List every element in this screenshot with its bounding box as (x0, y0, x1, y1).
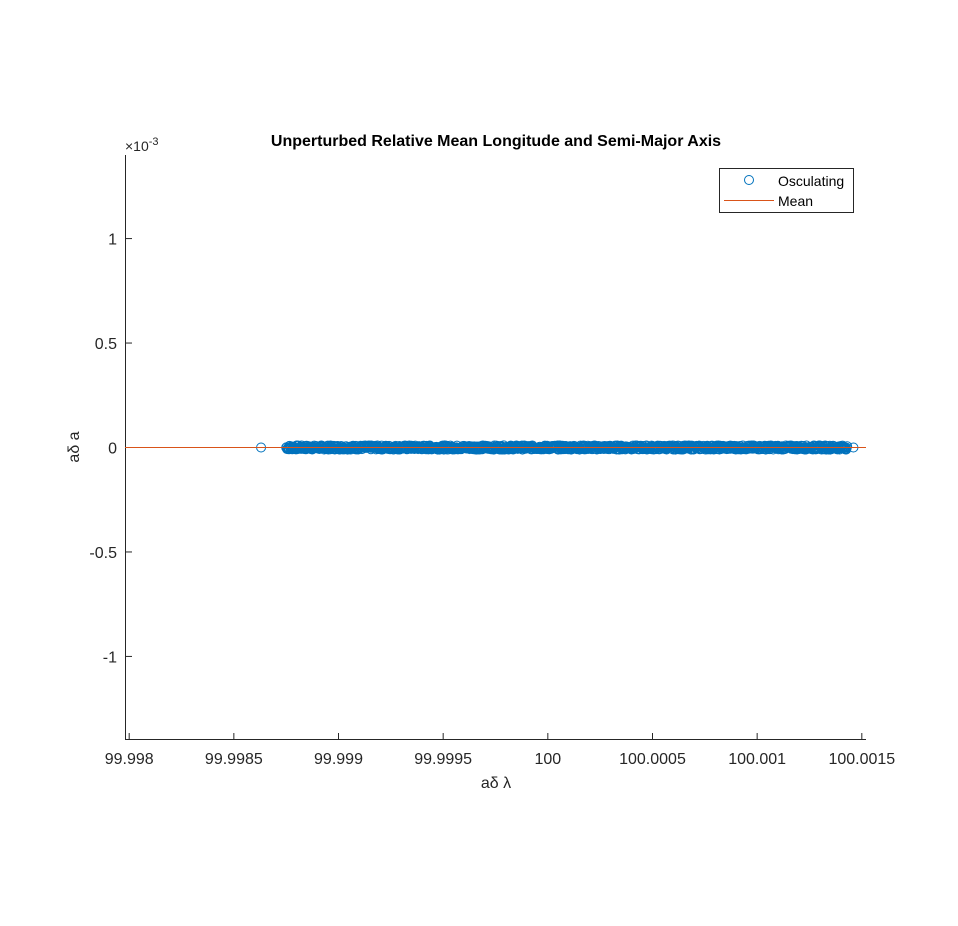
x-tick-label: 100.001 (728, 751, 786, 768)
x-tick-label: 100 (534, 751, 561, 768)
legend-box (719, 168, 854, 213)
legend-mean-label: Mean (778, 193, 813, 209)
x-tick-label: 99.999 (314, 751, 363, 768)
x-ticks: 99.998 99.9985 99.999 99.9995 100 100.0005 100… (105, 733, 895, 768)
x-tick-label: 100.0015 (828, 751, 895, 768)
legend: Osculating Mean (719, 168, 854, 213)
y-exponent-base: ×10 (125, 138, 149, 154)
y-exponent-power: -3 (149, 136, 159, 148)
osculating-point (842, 441, 853, 452)
x-tick-label: 99.9985 (205, 751, 263, 768)
y-ticks: -1 -0.5 0 0.5 1 (89, 232, 132, 666)
y-tick-label: 1 (108, 232, 117, 249)
legend-osculating-marker (744, 175, 754, 185)
x-tick-label: 99.9995 (414, 751, 472, 768)
plot-area (125, 440, 866, 455)
y-exponent-label: ×10-3 (125, 136, 159, 154)
x-tick-label: 100.0005 (619, 751, 686, 768)
x-axis-label: aδ λ (481, 775, 511, 792)
y-tick-label: 0 (108, 441, 117, 458)
y-axis-label: aδ a (66, 431, 83, 462)
x-tick-label: 99.998 (105, 751, 154, 768)
legend-osculating-label: Osculating (778, 173, 844, 189)
y-tick-label: 0.5 (95, 336, 117, 353)
chart-title: Unperturbed Relative Mean Longitude and … (271, 133, 721, 150)
y-tick-label: -1 (103, 649, 117, 666)
y-tick-label: -0.5 (89, 545, 117, 562)
